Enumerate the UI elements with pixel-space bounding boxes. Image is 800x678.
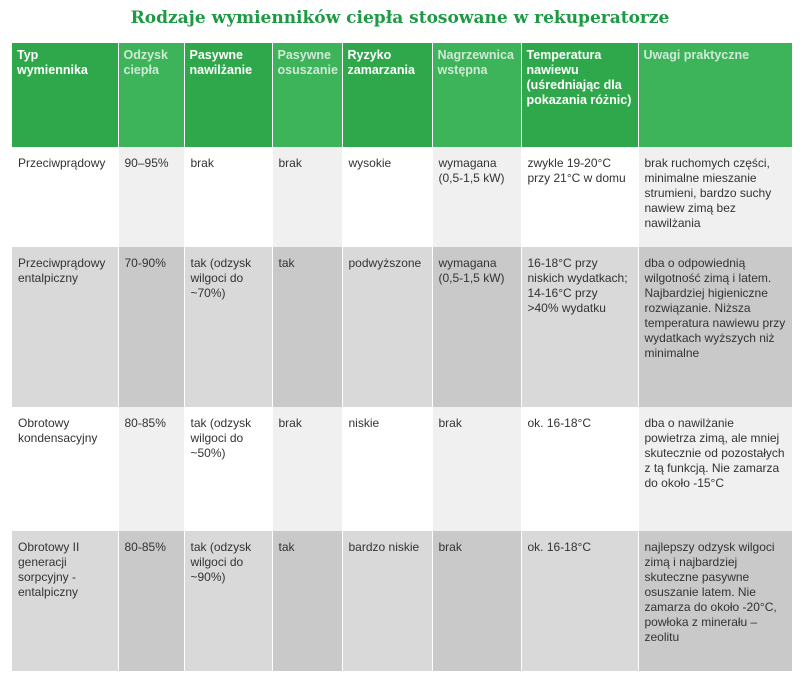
cell-humidification: tak (odzysk wilgoci do ~70%) [184,247,273,407]
cell-type: Przeciwprądowy [12,147,119,247]
cell-recovery: 90–95% [118,147,185,247]
cell-supply-temp: 16-18°C przy niskich wydatkach; 14-16°C … [521,247,639,407]
cell-recovery: 80-85% [118,531,185,671]
table-title: Rodzaje wymienników ciepła stosowane w r… [130,8,670,28]
header-supply-temp: Temperatura nawiewu (uśredniając dla pok… [521,43,639,147]
cell-dehumidification: tak [272,247,343,407]
cell-dehumidification: brak [272,147,343,247]
cell-dehumidification: brak [272,407,343,531]
header-row: Typ wymiennika Odzysk ciepła Pasywne naw… [12,43,793,147]
header-notes: Uwagi praktyczne [638,43,793,147]
header-preheater: Nagrzewnica wstępna [432,43,522,147]
header-recovery: Odzysk ciepła [118,43,185,147]
cell-preheater: wymagana (0,5-1,5 kW) [432,147,522,247]
table-row: Przeciwprądowy entalpiczny 70-90% tak (o… [12,247,793,407]
cell-humidification: tak (odzysk wilgoci do ~50%) [184,407,273,531]
cell-preheater: wymagana (0,5-1,5 kW) [432,247,522,407]
header-freeze-risk: Ryzyko zamarzania [342,43,433,147]
cell-freeze-risk: podwyższone [342,247,433,407]
cell-type: Obrotowy kondensacyjny [12,407,119,531]
cell-supply-temp: zwykle 19-20°C przy 21°C w domu [521,147,639,247]
cell-preheater: brak [432,531,522,671]
cell-preheater: brak [432,407,522,531]
header-humidification: Pasywne nawilżanie [184,43,273,147]
cell-supply-temp: ok. 16-18°C [521,407,639,531]
cell-recovery: 80-85% [118,407,185,531]
cell-humidification: brak [184,147,273,247]
cell-dehumidification: tak [272,531,343,671]
cell-supply-temp: ok. 16-18°C [521,531,639,671]
cell-recovery: 70-90% [118,247,185,407]
cell-type: Obrotowy II generacji sorpcyjny -entalpi… [12,531,119,671]
cell-freeze-risk: wysokie [342,147,433,247]
table-row: Obrotowy kondensacyjny 80-85% tak (odzys… [12,407,793,531]
cell-humidification: tak (odzysk wilgoci do ~90%) [184,531,273,671]
heat-exchanger-table: Typ wymiennika Odzysk ciepła Pasywne naw… [12,43,793,671]
cell-notes: brak ruchomych części, minimalne mieszan… [638,147,793,247]
cell-freeze-risk: bardzo niskie [342,531,433,671]
cell-type: Przeciwprądowy entalpiczny [12,247,119,407]
cell-freeze-risk: niskie [342,407,433,531]
header-dehumidification: Pasywne osuszanie [272,43,343,147]
cell-notes: dba o odpowiednią wilgotność zimą i late… [638,247,793,407]
table-row: Przeciwprądowy 90–95% brak brak wysokie … [12,147,793,247]
table-row: Obrotowy II generacji sorpcyjny -entalpi… [12,531,793,671]
cell-notes: dba o nawilżanie powietrza zimą, ale mni… [638,407,793,531]
cell-notes: najlepszy odzysk wilgoci zimą i najbardz… [638,531,793,671]
header-type: Typ wymiennika [12,43,119,147]
